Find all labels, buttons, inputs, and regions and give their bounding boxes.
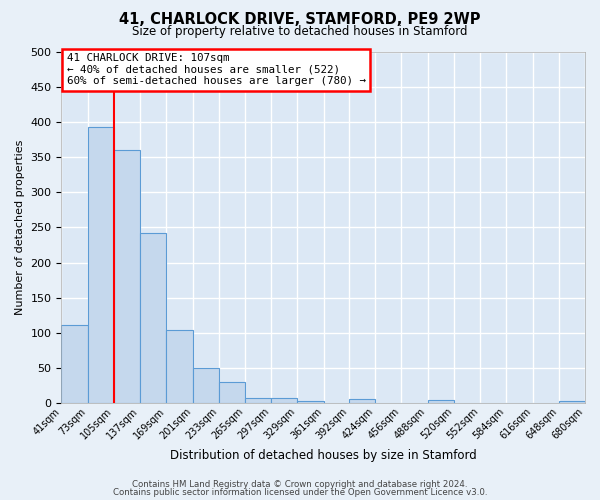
Bar [559,402,585,404]
Text: 41 CHARLOCK DRIVE: 107sqm
← 40% of detached houses are smaller (522)
60% of semi: 41 CHARLOCK DRIVE: 107sqm ← 40% of detac… [67,54,365,86]
Text: Contains public sector information licensed under the Open Government Licence v3: Contains public sector information licen… [113,488,487,497]
Bar [114,150,140,404]
Bar [140,233,166,404]
Bar [349,399,375,404]
Bar [88,127,114,404]
Bar [298,402,323,404]
Bar [271,398,298,404]
Bar [61,324,88,404]
Bar [245,398,271,404]
Bar [428,400,454,404]
Bar [193,368,219,404]
Text: 41, CHARLOCK DRIVE, STAMFORD, PE9 2WP: 41, CHARLOCK DRIVE, STAMFORD, PE9 2WP [119,12,481,28]
Y-axis label: Number of detached properties: Number of detached properties [15,140,25,315]
Bar [219,382,245,404]
X-axis label: Distribution of detached houses by size in Stamford: Distribution of detached houses by size … [170,450,476,462]
Text: Contains HM Land Registry data © Crown copyright and database right 2024.: Contains HM Land Registry data © Crown c… [132,480,468,489]
Bar [166,330,193,404]
Text: Size of property relative to detached houses in Stamford: Size of property relative to detached ho… [132,25,468,38]
